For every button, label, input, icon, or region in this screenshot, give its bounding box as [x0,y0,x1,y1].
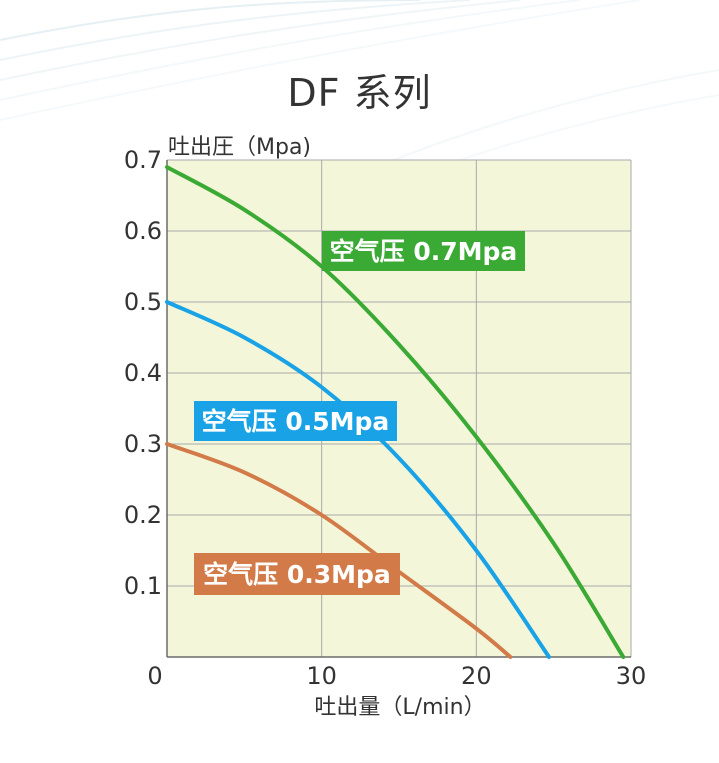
x-tick-label: 10 [306,662,337,690]
y-tick-label: 0.3 [124,430,162,458]
chart-title: DF 系列 [287,71,432,115]
tick-labels: 0.1 0.2 0.3 0.4 0.5 0.6 0.7 0 10 20 30 [124,146,646,690]
series-label-2: 空气压 0.3Mpa [203,560,391,589]
series-line-0 [165,165,626,659]
series-label-box-2 [194,553,400,595]
series-line-2 [165,442,513,659]
y-tick-label: 0.6 [124,217,162,245]
y-tick-label: 0.7 [124,146,162,174]
x-axis-label: 吐出量（L/min） [314,695,485,720]
series-labels: 空气压 0.7Mpa 空气压 0.5Mpa 空气压 0.3Mpa [194,231,525,595]
axes [166,160,631,658]
x-tick-label: 20 [461,662,492,690]
y-tick-label: 0.4 [124,359,162,387]
series-label-1: 空气压 0.5Mpa [202,407,390,436]
y-tick-label: 0.2 [124,501,162,529]
y-tick-label: 0.5 [124,288,162,316]
series-label-box-1 [194,401,397,441]
y-axis-label: 吐出圧（Mpa) [168,135,311,160]
series-label-box-0 [322,231,525,271]
x-tick-label: 0 [147,662,162,690]
series-label-0: 空气压 0.7Mpa [330,237,518,266]
y-tick-label: 0.1 [124,572,162,600]
x-tick-label: 30 [616,662,647,690]
